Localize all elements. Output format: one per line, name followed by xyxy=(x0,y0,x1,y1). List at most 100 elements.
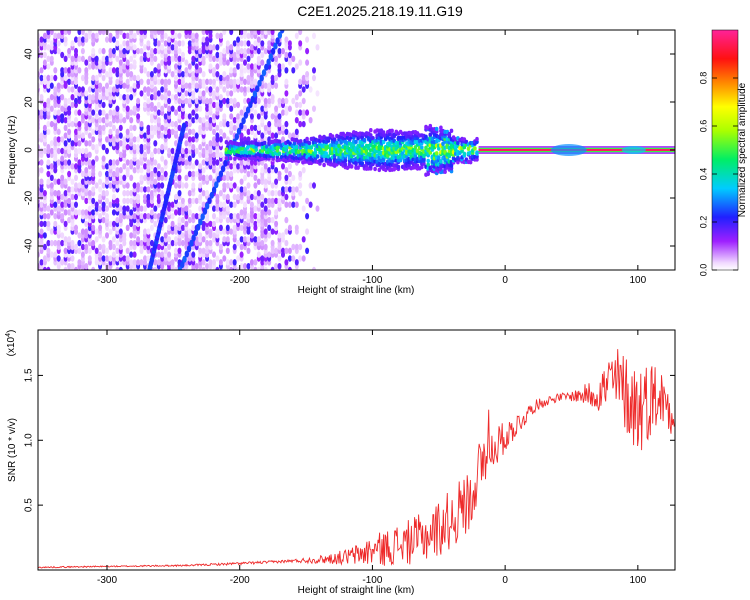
spectrogram-cell xyxy=(260,132,265,139)
spectrogram-cell xyxy=(170,213,175,220)
spectrogram-cell xyxy=(180,239,185,247)
spectrogram-cell xyxy=(143,193,147,201)
spectrogram-cell xyxy=(215,159,220,166)
spectrogram-cell xyxy=(215,101,220,109)
spectrogram-cell xyxy=(49,163,54,170)
colorbar-tick-label: 0.2 xyxy=(698,216,708,229)
spectrogram-cell xyxy=(146,186,151,193)
spectrogram-cell xyxy=(129,63,134,70)
spectrogram-cell xyxy=(101,74,106,82)
spectrogram-cell xyxy=(243,201,247,208)
spectrogram-cell xyxy=(60,201,65,208)
spectrogram-cell xyxy=(191,213,196,220)
spectrogram-cell xyxy=(108,201,113,208)
spectrogram-cell xyxy=(46,30,51,36)
spectrogram-cell xyxy=(56,40,61,47)
spectrogram-cell xyxy=(270,239,275,247)
spectrogram-cell xyxy=(305,59,310,66)
spectrogram-cell xyxy=(77,259,82,266)
spectrogram-cell xyxy=(143,67,147,74)
spectrogram-cell xyxy=(42,190,47,197)
spectrogram-cell xyxy=(212,136,216,143)
spectrogram-cell xyxy=(260,59,265,66)
spectrogram-cell xyxy=(225,40,230,47)
spectrogram-cell xyxy=(253,63,258,70)
spectrogram-cell xyxy=(139,167,144,174)
spectrogram-cell xyxy=(153,213,158,220)
spectrogram-cell xyxy=(215,255,220,262)
spectrogram-cell xyxy=(198,163,203,170)
spectrogram-cell xyxy=(212,251,216,258)
spectrogram-cell xyxy=(49,209,54,216)
spectrogram-cell xyxy=(198,105,203,112)
spectrogram-cell xyxy=(287,105,292,112)
spectrogram-cell xyxy=(260,30,265,36)
spectrogram-cell xyxy=(191,163,196,170)
spectrogram-cell xyxy=(263,82,268,89)
spectrogram-cell xyxy=(312,32,316,39)
spectrogram-cell xyxy=(56,147,61,155)
spectrogram-cell xyxy=(122,40,127,47)
spectrogram-cell xyxy=(232,243,237,251)
spectrogram-cell xyxy=(191,197,196,205)
spectrogram-cell xyxy=(136,143,141,151)
spectrogram-cell xyxy=(208,174,213,181)
spectrogram-cell xyxy=(218,136,223,143)
spectrogram-cell xyxy=(53,67,58,74)
spectrogram-cell xyxy=(428,150,433,155)
spectrogram-cell xyxy=(122,255,127,262)
spectrogram-cell xyxy=(201,55,206,62)
spectrogram-cell xyxy=(274,74,279,82)
spectrogram-cell xyxy=(94,228,99,235)
spectrogram-cell xyxy=(337,143,341,149)
spectrogram-cell xyxy=(263,266,268,270)
spectrogram-cell xyxy=(101,182,106,189)
spectrogram-cell xyxy=(186,245,192,253)
spectrogram-cell xyxy=(225,247,230,254)
spectrogram-cell xyxy=(254,147,258,152)
spectrogram-cell xyxy=(315,154,320,159)
spectrogram-cell xyxy=(42,266,47,270)
spectrogram-cell xyxy=(105,36,109,43)
spectrogram-cell xyxy=(298,30,303,36)
spectrogram-cell xyxy=(156,78,161,86)
spectrogram-cell xyxy=(301,205,306,212)
spectrogram-cell xyxy=(132,105,137,112)
spectrogram-cell xyxy=(46,97,51,105)
spectrogram-cell xyxy=(222,182,227,189)
spectrogram-cell xyxy=(149,170,154,178)
spectrogram-cell xyxy=(208,140,213,147)
spectrogram-cell xyxy=(174,74,178,82)
spectrogram-cell xyxy=(298,243,303,251)
spectrogram-cell xyxy=(232,51,237,59)
spectrogram-cell xyxy=(63,236,68,243)
spectrogram-cell xyxy=(298,40,303,47)
spectrogram-cell xyxy=(263,178,268,185)
spectrogram-cell xyxy=(216,175,221,183)
spectrogram-cell xyxy=(343,162,348,167)
spectrogram-cell xyxy=(136,259,141,266)
spectrogram-cell xyxy=(270,74,275,82)
spectrogram-cell xyxy=(74,174,78,181)
spectrogram-cell xyxy=(46,159,51,166)
spectrogram-cell xyxy=(284,174,289,181)
spectrogram-cell xyxy=(174,193,178,201)
spectrogram-cell xyxy=(225,224,230,231)
spectrogram-cell xyxy=(63,97,68,105)
spectrogram-cell xyxy=(53,213,58,220)
spectrogram-cell xyxy=(180,197,185,205)
spectrogram-cell xyxy=(125,205,130,212)
spectrogram-cell xyxy=(270,266,275,270)
spectrogram-cell xyxy=(280,30,285,34)
spectrogram-cell xyxy=(198,205,203,212)
spectrogram-cell xyxy=(243,47,247,55)
spectrogram-cell xyxy=(236,193,241,201)
spectrogram-cell xyxy=(118,124,123,132)
spectrogram-cell xyxy=(194,159,199,166)
spectrogram-cell xyxy=(281,136,285,143)
spectrogram-cell xyxy=(39,51,44,59)
spectrogram-cell xyxy=(111,220,116,228)
spectrogram-cell xyxy=(129,94,134,101)
spectrogram-cell xyxy=(281,232,285,239)
spectrogram-cell xyxy=(243,174,247,181)
